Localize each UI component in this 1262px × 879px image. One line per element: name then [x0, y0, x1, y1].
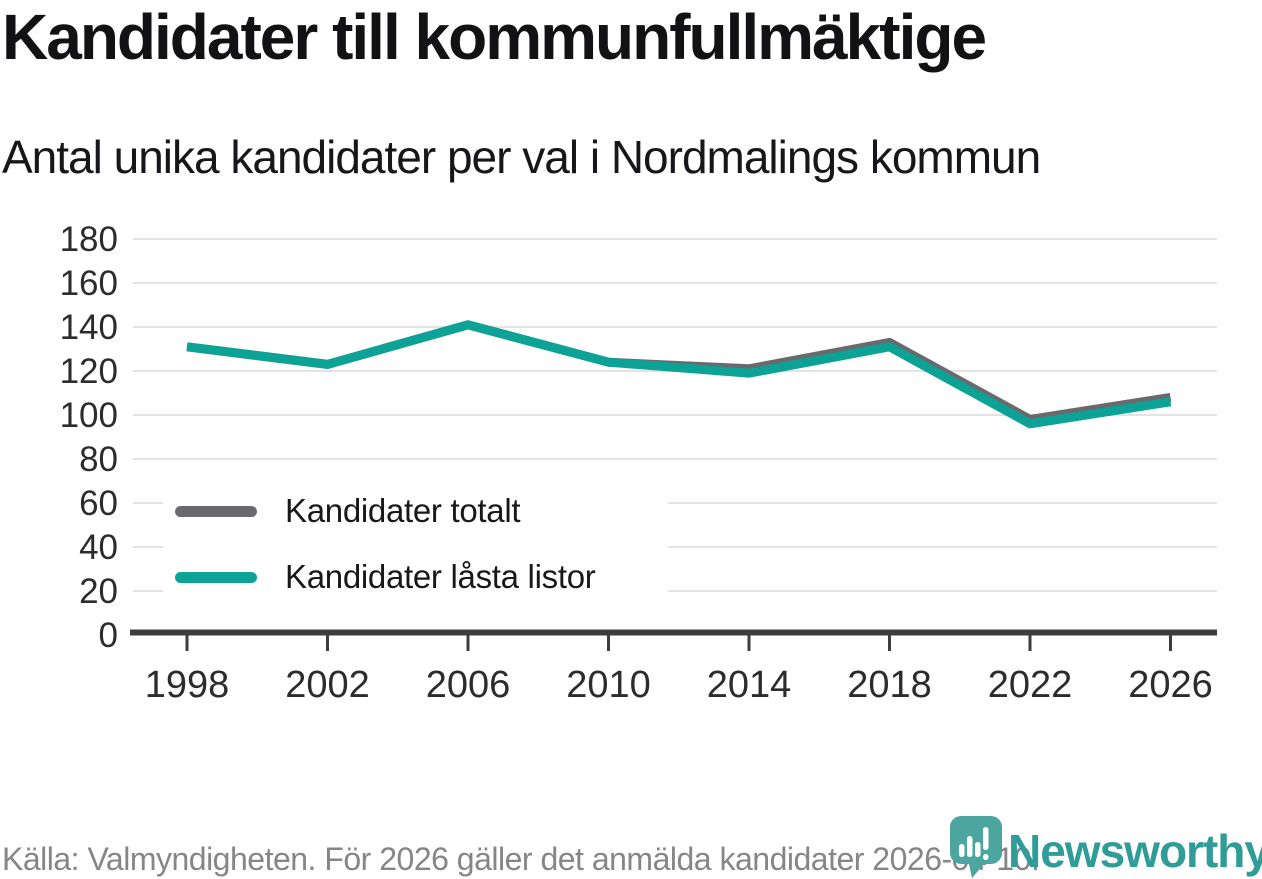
- y-tick-label: 120: [60, 352, 118, 391]
- x-tick-label: 2014: [707, 664, 792, 706]
- x-tick-label: 2010: [566, 664, 651, 706]
- newsworthy-logo-text: Newsworthy: [1008, 825, 1262, 877]
- axis-baseline: [130, 629, 1217, 636]
- x-tick-label: 2022: [988, 664, 1073, 706]
- axis-tick: [466, 635, 470, 651]
- newsworthy-logo: Newsworthy: [950, 814, 1262, 879]
- y-tick-label: 20: [79, 572, 118, 611]
- x-tick-label: 2002: [285, 664, 370, 706]
- legend-item-locked-lists: Kandidater låsta listor: [175, 558, 668, 596]
- y-tick-label: 180: [60, 220, 118, 259]
- series-line-1: [186, 320, 1172, 429]
- y-tick-label: 60: [79, 484, 118, 523]
- x-axis-line: [130, 629, 1217, 651]
- chart-legend: Kandidater totalt Kandidater låsta listo…: [163, 486, 668, 604]
- axis-tick: [888, 635, 891, 651]
- chart-subtitle: Antal unika kandidater per val i Nordmal…: [2, 131, 1041, 183]
- y-tick-label: 80: [79, 440, 118, 479]
- y-tick-label: 40: [79, 528, 118, 567]
- source-note: Källa: Valmyndigheten. För 2026 gäller d…: [2, 841, 1040, 877]
- x-tick-label: 1998: [145, 664, 230, 706]
- y-tick-label: 160: [60, 264, 118, 303]
- legend-swatch-locked-lists: [175, 571, 257, 583]
- newsworthy-pin-icon: [950, 816, 1002, 878]
- y-tick-label: 0: [99, 616, 118, 655]
- axis-tick: [607, 635, 610, 651]
- axis-tick: [1169, 635, 1172, 651]
- axis-tick: [1028, 635, 1032, 651]
- x-tick-label: 2018: [847, 664, 932, 706]
- x-tick-label: 2026: [1128, 664, 1213, 706]
- legend-item-total: Kandidater totalt: [175, 492, 668, 530]
- legend-label-total: Kandidater totalt: [285, 492, 521, 529]
- series-lines: [186, 320, 1172, 429]
- page-title: Kandidater till kommunfullmäktige: [2, 1, 987, 73]
- x-tick-label: 2006: [426, 664, 511, 706]
- y-tick-label: 100: [60, 396, 118, 435]
- legend-label-locked-lists: Kandidater låsta listor: [285, 558, 596, 595]
- x-axis-tick-labels: 1998 2002 2006 2010 2014 2018 2022 2026: [145, 664, 1213, 706]
- legend-swatch-total: [175, 505, 257, 517]
- axis-tick: [185, 635, 189, 651]
- axis-tick: [326, 635, 329, 651]
- axis-tick: [747, 635, 751, 651]
- gridlines: [133, 238, 1217, 592]
- y-tick-label: 140: [60, 308, 118, 347]
- y-axis-tick-labels: 0 20 40 60 80 100 120 140 160 180: [60, 220, 118, 655]
